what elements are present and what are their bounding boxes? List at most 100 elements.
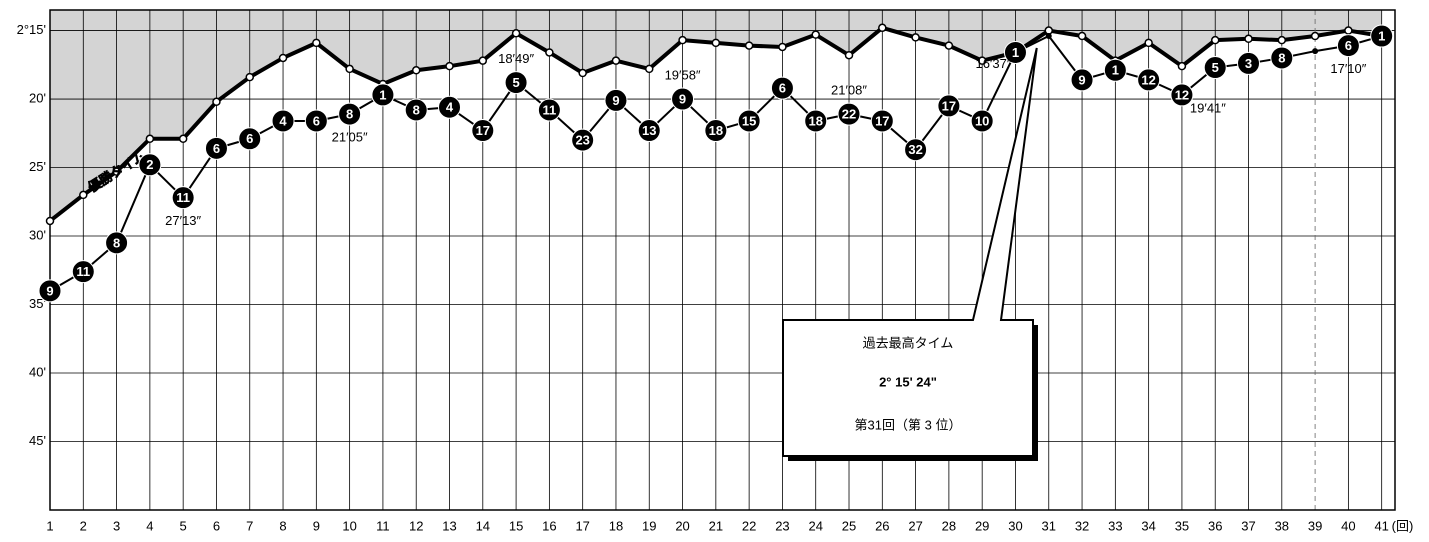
team-point: [438, 95, 462, 119]
rank-label: 13: [642, 123, 656, 138]
winner-point: [45, 216, 55, 226]
rank-label: 6: [313, 113, 320, 128]
team-point: [1270, 46, 1294, 70]
rank-label: 11: [543, 102, 557, 117]
x-tick-label: 37: [1241, 518, 1255, 533]
winner-point: [545, 48, 554, 57]
y-tick-label: 25': [29, 159, 46, 174]
x-tick-label: 18: [609, 518, 623, 533]
x-tick-label: 4: [146, 518, 153, 533]
x-tick-label: 5: [180, 518, 187, 533]
winner-point: [1244, 34, 1253, 44]
team-point: [937, 94, 961, 118]
winner-point: [1344, 26, 1353, 35]
winner-point: [744, 41, 754, 50]
rank-label: 23: [575, 133, 589, 148]
rank-label: 12: [1141, 72, 1155, 87]
team-point: [837, 102, 861, 126]
winner-point: [678, 35, 687, 45]
rank-label: 2: [146, 157, 153, 172]
winner-point: [278, 53, 288, 63]
time-annotation: 17′10″: [1330, 61, 1366, 76]
x-tick-label: 27: [908, 518, 922, 533]
winner-point: [245, 72, 255, 82]
x-tick-label: 11: [376, 518, 390, 533]
team-point: [105, 231, 129, 255]
rank-label: 15: [742, 113, 756, 128]
winner-point: [1144, 38, 1153, 48]
callout-box: [782, 47, 1038, 457]
winner-point: [411, 66, 421, 75]
rank-label: 17: [875, 113, 889, 128]
y-tick-label: 20': [29, 90, 46, 105]
x-tick-label: 40: [1341, 518, 1355, 533]
team-point: [704, 119, 728, 143]
time-annotation: 19′41″: [1190, 100, 1226, 115]
x-tick-label: 32: [1075, 518, 1089, 533]
team-point: [1045, 33, 1052, 40]
x-tick-label: 8: [279, 518, 286, 533]
x-tick-label: 31: [1042, 518, 1056, 533]
rank-label: 8: [1278, 50, 1285, 65]
rank-label: 11: [176, 190, 190, 205]
team-point: [504, 71, 528, 95]
winner-point: [212, 97, 221, 107]
winner-point: [178, 134, 188, 144]
team-point: [1370, 24, 1394, 48]
team-point: [1103, 58, 1127, 82]
x-tick-label: 13: [442, 518, 456, 533]
rank-label: 9: [1078, 72, 1085, 87]
x-tick-label: 2: [80, 518, 87, 533]
x-tick-label: 23: [775, 518, 789, 533]
x-tick-label: 33: [1108, 518, 1122, 533]
rank-label: 17: [942, 98, 956, 113]
x-tick-label: 12: [409, 518, 423, 533]
winner-point: [778, 42, 787, 52]
callout-time: 2° 15' 24": [879, 374, 937, 389]
x-tick-label: 38: [1275, 518, 1289, 533]
winner-point: [578, 68, 587, 78]
x-tick-label: 39: [1308, 518, 1322, 533]
x-tick-label: 25: [842, 518, 856, 533]
team-point: [238, 127, 262, 151]
y-tick-label: 30': [29, 227, 46, 242]
x-tick-label: 19: [642, 518, 656, 533]
team-point: [171, 186, 195, 210]
time-annotation: 16′37″: [976, 56, 1012, 71]
x-tick-label: 14: [476, 518, 490, 533]
rank-label: 17: [476, 123, 490, 138]
winner-point: [345, 64, 354, 74]
x-tick-label: 21: [709, 518, 723, 533]
x-tick-label: 29: [975, 518, 989, 533]
rank-label: 18: [709, 123, 723, 138]
rank-label: 1: [1012, 45, 1019, 60]
team-point: [671, 87, 695, 111]
rank-label: 6: [779, 81, 786, 96]
team-point: [537, 98, 561, 122]
time-annotation: 21′08″: [831, 83, 867, 98]
rank-label: 9: [679, 91, 686, 106]
x-tick-label: 30: [1008, 518, 1022, 533]
team-point: [1070, 68, 1094, 92]
winner-point: [1077, 31, 1087, 41]
team-point: [71, 260, 95, 284]
winner-point: [145, 134, 155, 144]
x-tick-label: 41: [1374, 518, 1388, 533]
x-tick-label: 28: [942, 518, 956, 533]
team-point: [304, 109, 328, 133]
rank-label: 6: [213, 141, 220, 156]
winner-point: [711, 38, 721, 48]
time-annotation: 21′05″: [332, 130, 368, 145]
team-point: [970, 109, 994, 133]
x-tick-label: 6: [213, 518, 220, 533]
winner-point: [1310, 31, 1320, 41]
winner-point: [811, 30, 820, 39]
rank-label: 5: [1212, 60, 1219, 75]
team-point: [371, 83, 395, 107]
rank-label: 8: [113, 235, 120, 250]
x-tick-label: 17: [575, 518, 589, 533]
team-point: [1003, 40, 1027, 64]
y-tick-label: 45': [29, 433, 46, 448]
winner-point: [511, 29, 521, 38]
team-point: [1170, 83, 1194, 107]
